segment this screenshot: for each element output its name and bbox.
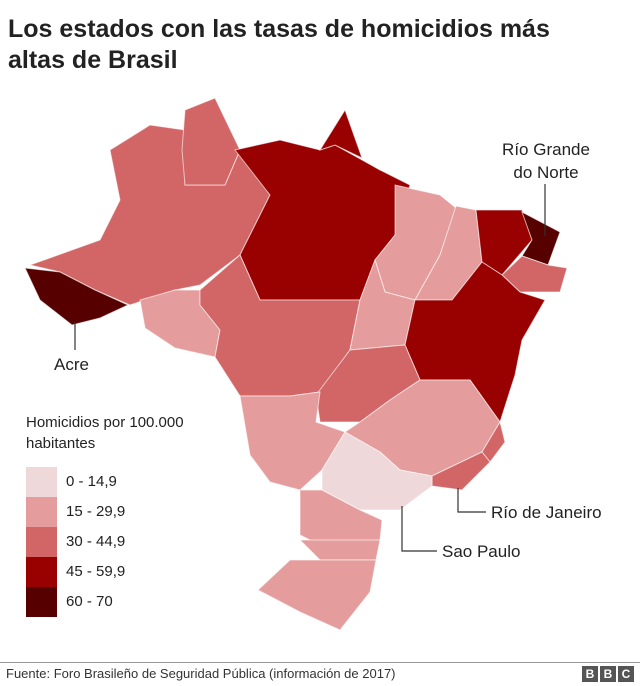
legend-label: 15 - 29,9 [66,503,126,520]
bbc-logo: B B C [582,666,634,682]
source-note: Fuente: Foro Brasileño de Seguridad Públ… [6,666,396,681]
label-rio-de-janeiro: Río de Janeiro [491,503,602,522]
state-sc [298,539,381,561]
legend-item: 30 - 44,9 [26,527,226,557]
chart-title: Los estados con las tasas de homicidios … [8,15,550,74]
label-rio-grande-do-norte: Río Grande do Norte [502,140,590,182]
label-acre: Acre [54,355,89,374]
bbc-logo-block: B [600,666,616,682]
legend-item: 15 - 29,9 [26,497,226,527]
state-rr [181,97,241,186]
state-pr [299,489,383,546]
legend-swatch [26,557,57,587]
legend-swatch [26,467,57,497]
state-ap [318,108,363,159]
state-rs [257,559,377,631]
legend-swatch [26,527,57,557]
sp-leader-line [401,506,437,552]
brazil-map [24,97,568,631]
rj-leader-line [457,488,486,513]
bbc-logo-block: B [582,666,598,682]
legend-swatch [26,587,57,617]
state-ac [24,267,130,326]
legend-label: 45 - 59,9 [66,563,126,580]
state-rj [431,451,491,491]
legend-title: Homicidios por 100.000 habitantes [26,414,184,452]
legend-label: 0 - 14,9 [66,473,117,490]
label-sao-paulo: Sao Paulo [442,542,521,561]
legend-swatch [26,497,57,527]
legend-label: 60 - 70 [66,593,113,610]
bbc-logo-block: C [618,666,634,682]
legend-label: 30 - 44,9 [66,533,126,550]
footer-divider [0,662,640,663]
legend-item: 45 - 59,9 [26,557,226,587]
state-ce [475,209,533,276]
state-sp [321,431,433,511]
legend-item: 60 - 70 [26,587,226,617]
legend-item: 0 - 14,9 [26,467,226,497]
